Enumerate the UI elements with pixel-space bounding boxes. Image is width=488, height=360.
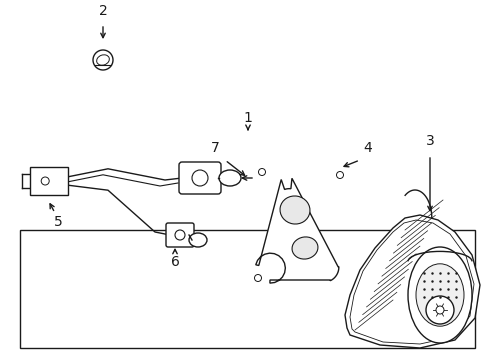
FancyBboxPatch shape bbox=[165, 223, 194, 247]
Ellipse shape bbox=[291, 237, 317, 259]
Bar bbox=[20, 230, 474, 348]
Ellipse shape bbox=[219, 170, 241, 186]
Polygon shape bbox=[345, 215, 479, 348]
Ellipse shape bbox=[407, 247, 471, 343]
FancyBboxPatch shape bbox=[179, 162, 221, 194]
Ellipse shape bbox=[189, 233, 206, 247]
Text: 5: 5 bbox=[54, 215, 62, 229]
Circle shape bbox=[435, 306, 443, 314]
Polygon shape bbox=[255, 178, 338, 283]
Ellipse shape bbox=[415, 264, 463, 326]
Text: 2: 2 bbox=[99, 4, 107, 18]
Text: 6: 6 bbox=[170, 255, 179, 269]
Text: 4: 4 bbox=[363, 141, 372, 155]
Ellipse shape bbox=[280, 196, 309, 224]
Circle shape bbox=[425, 296, 453, 324]
Text: 3: 3 bbox=[425, 134, 433, 148]
FancyBboxPatch shape bbox=[30, 167, 68, 195]
Text: 1: 1 bbox=[243, 111, 252, 125]
Text: 7: 7 bbox=[210, 141, 219, 155]
Circle shape bbox=[93, 50, 113, 70]
